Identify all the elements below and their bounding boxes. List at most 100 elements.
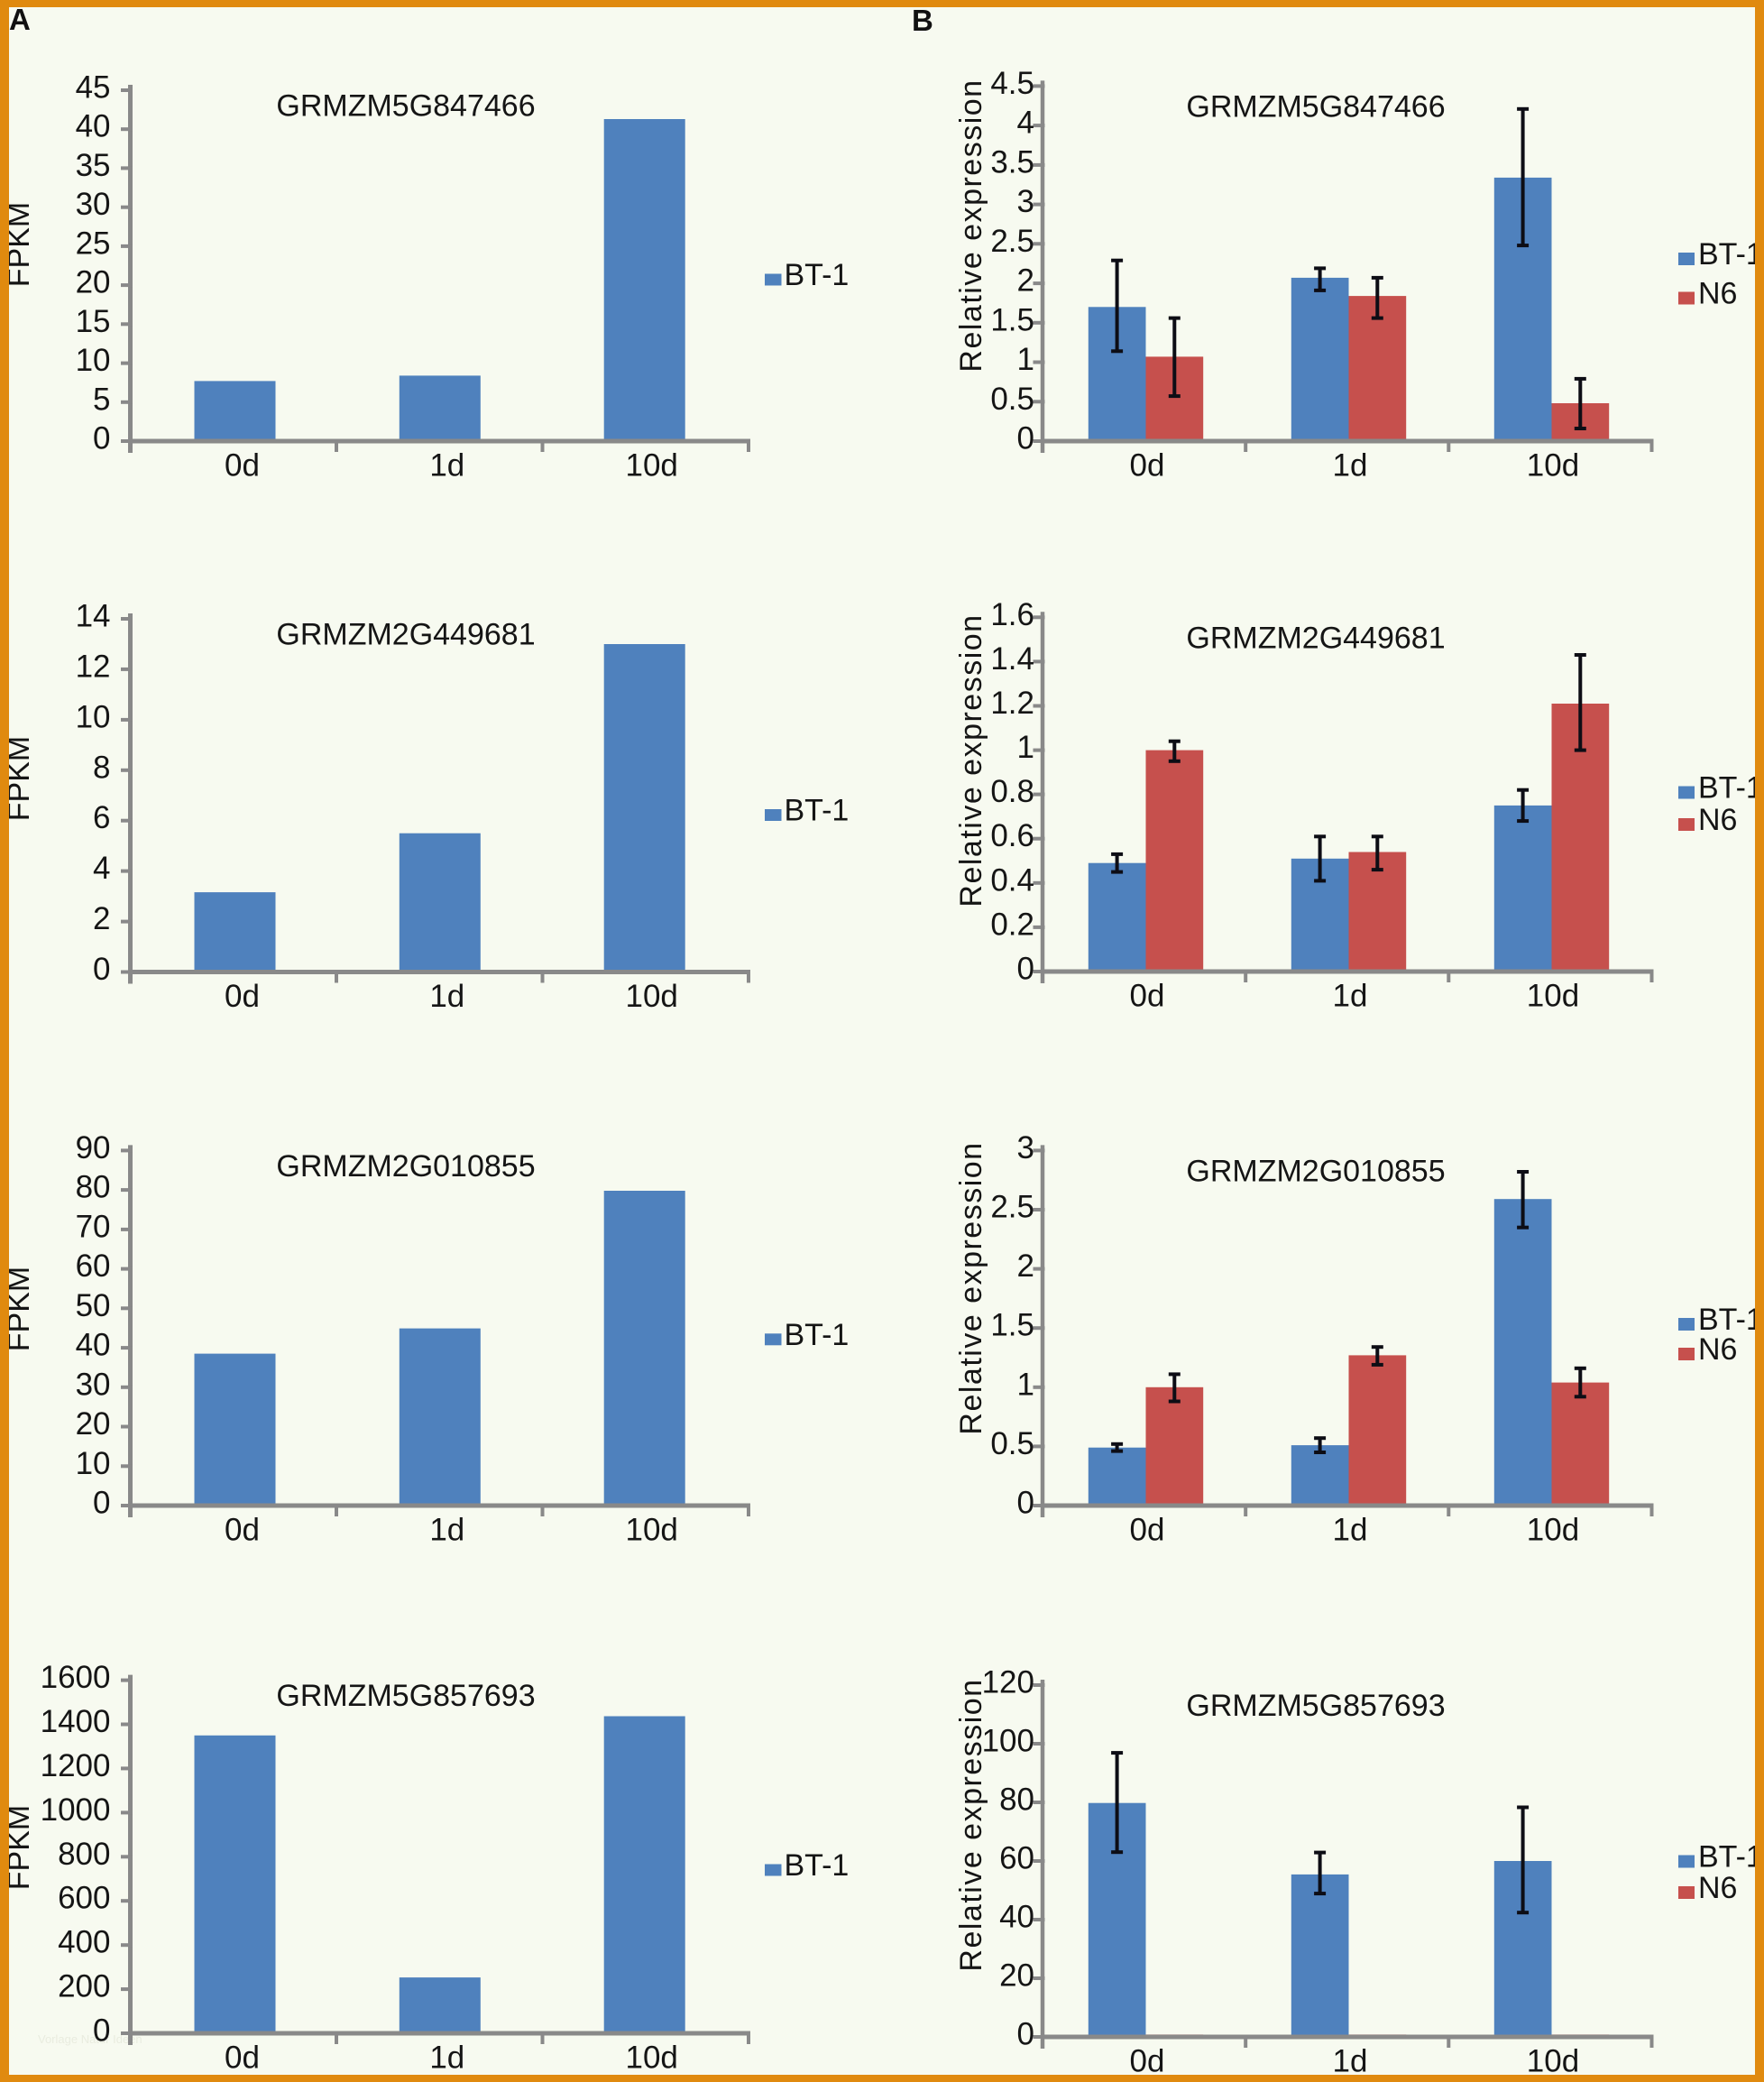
svg-text:4: 4 [93,851,110,886]
svg-text:3: 3 [1017,1130,1034,1165]
svg-text:BT-1: BT-1 [1698,237,1763,272]
svg-text:1d: 1d [429,448,464,484]
svg-text:1d: 1d [1333,1513,1368,1548]
svg-text:70: 70 [76,1209,111,1244]
svg-text:0.2: 0.2 [990,907,1034,942]
svg-text:10d: 10d [1527,979,1579,1014]
svg-text:100: 100 [982,1724,1034,1759]
svg-text:2: 2 [1017,1248,1034,1284]
svg-text:0: 0 [93,421,110,456]
svg-text:0d: 0d [225,448,260,484]
svg-text:20: 20 [76,265,111,300]
svg-text:1000: 1000 [41,1792,111,1828]
svg-text:1200: 1200 [41,1748,111,1783]
svg-text:1d: 1d [429,2041,464,2076]
svg-text:0: 0 [93,952,110,987]
svg-text:0.5: 0.5 [990,1426,1034,1461]
svg-text:N6: N6 [1698,803,1737,837]
svg-text:1600: 1600 [41,1660,111,1695]
svg-text:0.5: 0.5 [990,382,1034,417]
svg-text:GRMZM2G010855: GRMZM2G010855 [1186,1154,1445,1188]
svg-text:0d: 0d [225,1513,260,1548]
svg-text:5: 5 [93,382,110,417]
svg-text:4.5: 4.5 [990,66,1034,101]
svg-text:1.5: 1.5 [990,302,1034,337]
svg-text:0: 0 [93,2013,110,2049]
svg-text:Relative expression: Relative expression [954,1678,988,1971]
svg-text:10d: 10d [1527,448,1579,484]
svg-text:6: 6 [93,800,110,835]
svg-text:1d: 1d [429,1513,464,1548]
svg-text:35: 35 [76,148,111,183]
svg-text:600: 600 [58,1881,110,1916]
svg-text:1d: 1d [429,979,464,1014]
svg-text:10d: 10d [1527,1513,1579,1548]
svg-text:10: 10 [76,699,111,734]
svg-text:0: 0 [93,1486,110,1521]
svg-text:3.5: 3.5 [990,144,1034,180]
svg-text:0d: 0d [1130,1513,1165,1548]
svg-text:GRMZM5G847466: GRMZM5G847466 [1186,89,1445,124]
svg-text:15: 15 [76,304,111,339]
svg-text:GRMZM5G857693: GRMZM5G857693 [276,1679,535,1713]
svg-text:1.5: 1.5 [990,1308,1034,1343]
svg-text:Relative expression: Relative expression [954,78,988,372]
svg-text:GRMZM2G449681: GRMZM2G449681 [276,618,535,652]
svg-text:2.5: 2.5 [990,1190,1034,1225]
svg-text:0d: 0d [225,979,260,1014]
svg-text:10: 10 [76,343,111,378]
svg-text:B: B [912,4,933,37]
svg-text:1.4: 1.4 [990,641,1034,677]
svg-text:14: 14 [76,599,111,634]
svg-text:0d: 0d [1130,2044,1165,2079]
svg-text:10d: 10d [625,2041,677,2076]
svg-text:1: 1 [1017,730,1034,765]
svg-text:10d: 10d [625,448,677,484]
svg-text:80: 80 [76,1170,111,1205]
svg-text:BT-1: BT-1 [785,794,850,828]
svg-text:200: 200 [58,1969,110,2004]
svg-text:0.8: 0.8 [990,774,1034,809]
svg-text:60: 60 [999,1841,1034,1876]
svg-text:BT-1: BT-1 [785,258,850,292]
svg-text:10d: 10d [625,979,677,1014]
svg-text:400: 400 [58,1925,110,1960]
svg-text:0d: 0d [1130,979,1165,1014]
svg-text:20: 20 [999,1958,1034,1994]
svg-text:BT-1: BT-1 [1698,771,1763,806]
svg-text:N6: N6 [1698,277,1737,311]
svg-text:50: 50 [76,1288,111,1323]
svg-text:0.6: 0.6 [990,818,1034,853]
svg-text:1.6: 1.6 [990,597,1034,632]
svg-text:N6: N6 [1698,1871,1737,1905]
svg-text:2.5: 2.5 [990,224,1034,259]
svg-text:GRMZM5G857693: GRMZM5G857693 [1186,1689,1445,1723]
svg-text:0.4: 0.4 [990,862,1034,898]
svg-text:1: 1 [1017,1367,1034,1402]
svg-text:4: 4 [1017,106,1034,141]
svg-text:40: 40 [76,109,111,144]
svg-text:N6: N6 [1698,1332,1737,1367]
svg-text:0: 0 [1017,952,1034,987]
svg-text:30: 30 [76,187,111,222]
svg-text:Relative expression: Relative expression [954,1141,988,1434]
svg-text:45: 45 [76,70,111,106]
svg-text:1d: 1d [1333,2044,1368,2079]
svg-text:Vorlage Natur Ideen: Vorlage Natur Ideen [38,2032,142,2046]
svg-text:40: 40 [76,1328,111,1363]
svg-text:BT-1: BT-1 [1698,1840,1763,1875]
svg-text:BT-1: BT-1 [785,1848,850,1883]
svg-text:Relative expression: Relative expression [954,613,988,907]
svg-text:90: 90 [76,1130,111,1165]
svg-text:800: 800 [58,1837,110,1872]
svg-text:30: 30 [76,1367,111,1402]
svg-text:1400: 1400 [41,1704,111,1739]
svg-text:20: 20 [76,1406,111,1442]
svg-text:3: 3 [1017,184,1034,219]
svg-text:GRMZM2G010855: GRMZM2G010855 [276,1149,535,1184]
svg-text:10d: 10d [1527,2044,1579,2079]
svg-text:120: 120 [982,1665,1034,1700]
svg-text:1d: 1d [1333,448,1368,484]
svg-text:0: 0 [1017,1486,1034,1521]
svg-text:25: 25 [76,226,111,261]
